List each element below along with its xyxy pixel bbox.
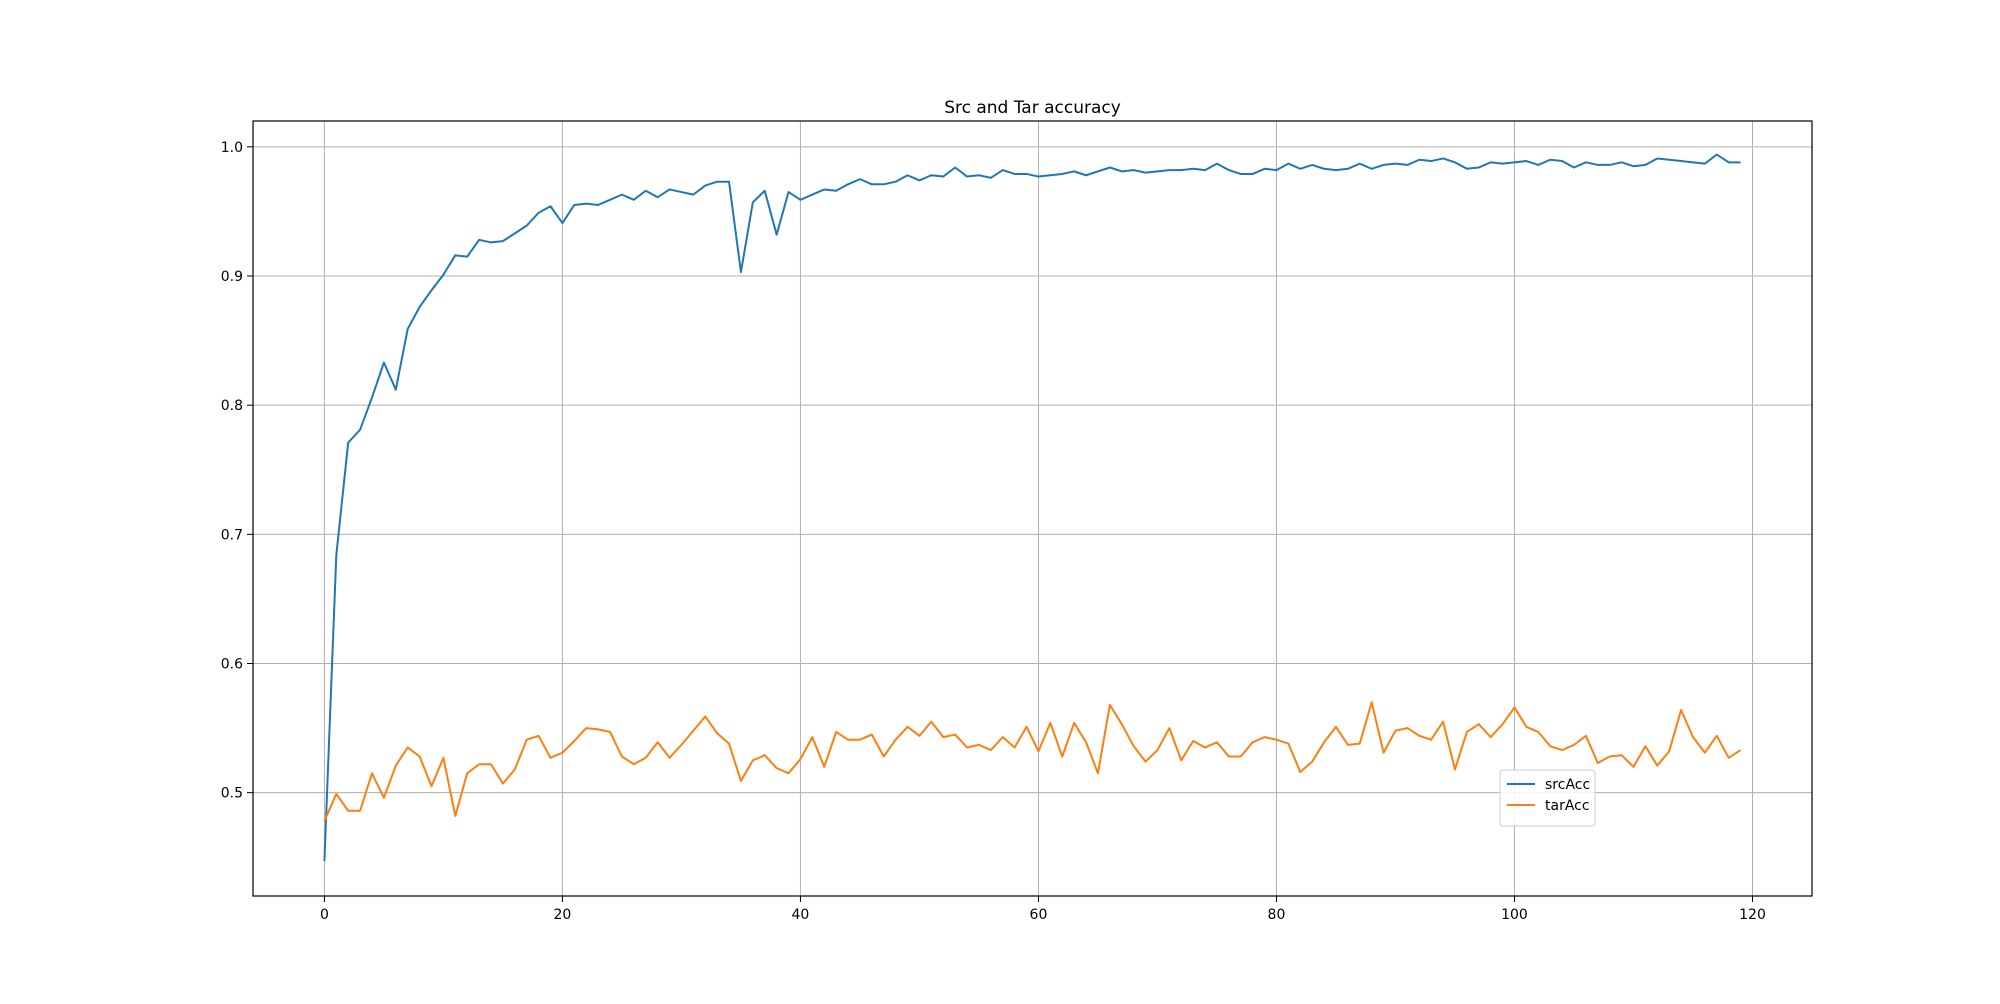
grid-lines xyxy=(253,121,1812,896)
y-tick-label: 0.9 xyxy=(221,269,243,285)
x-tick-label: 120 xyxy=(1739,907,1766,923)
x-tick-label: 80 xyxy=(1268,907,1286,923)
plot-frame xyxy=(252,120,1813,897)
y-tick-label: 0.8 xyxy=(221,398,243,414)
x-tick-label: 100 xyxy=(1501,907,1528,923)
x-tick-label: 40 xyxy=(792,907,810,923)
y-tick-label: 0.7 xyxy=(221,527,243,543)
y-tick-label: 1.0 xyxy=(221,140,243,156)
x-tick-label: 0 xyxy=(320,907,329,923)
y-tick-label: 0.6 xyxy=(221,657,243,673)
legend-label-srcAcc: srcAcc xyxy=(1545,777,1590,793)
legend: srcAcc tarAcc xyxy=(1499,769,1596,827)
y-tick-label: 0.5 xyxy=(221,786,243,802)
series-lines xyxy=(323,153,1742,862)
x-tick-label: 20 xyxy=(554,907,572,923)
x-tick-label: 60 xyxy=(1030,907,1048,923)
legend-label-tarAcc: tarAcc xyxy=(1545,798,1590,814)
chart-title: Src and Tar accuracy xyxy=(944,98,1121,118)
series-line-tarAcc xyxy=(323,701,1742,822)
axis-ticks: 0 20 40 60 80 100 120 0.5 0.6 0.7 0.8 0.9 1.0 xyxy=(221,140,1766,923)
series-line-srcAcc xyxy=(323,153,1741,862)
